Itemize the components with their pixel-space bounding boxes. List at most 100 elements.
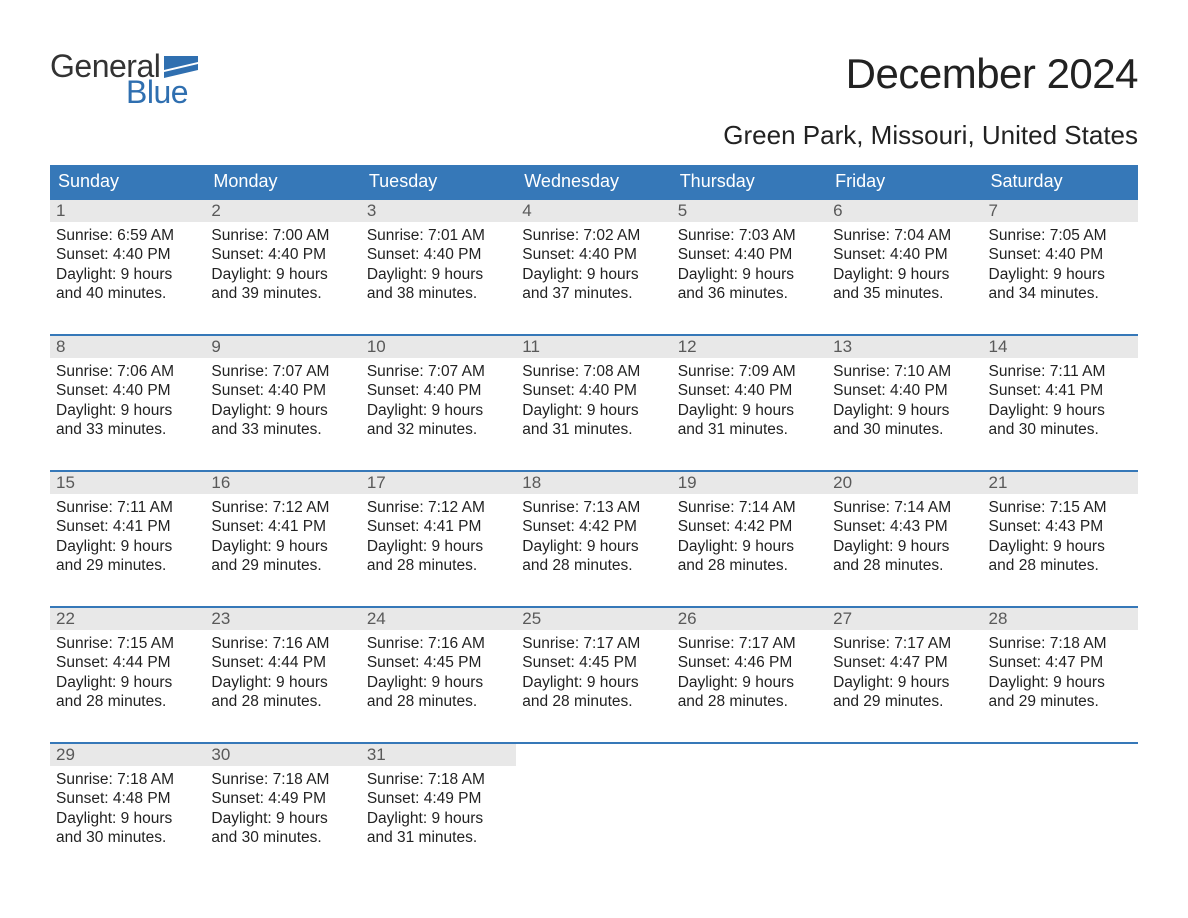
day-cell: 20Sunrise: 7:14 AMSunset: 4:43 PMDayligh… <box>827 472 982 584</box>
day-sunrise: Sunrise: 7:18 AM <box>989 634 1132 653</box>
day-dl2: and 31 minutes. <box>678 420 821 439</box>
day-dl1: Daylight: 9 hours <box>678 673 821 692</box>
day-number: 13 <box>827 336 982 358</box>
day-number: 8 <box>50 336 205 358</box>
day-dl2: and 28 minutes. <box>522 556 665 575</box>
day-dl1: Daylight: 9 hours <box>678 265 821 284</box>
day-cell <box>516 744 671 856</box>
day-cell <box>827 744 982 856</box>
day-dl1: Daylight: 9 hours <box>833 265 976 284</box>
day-sunset: Sunset: 4:41 PM <box>367 517 510 536</box>
day-sunset: Sunset: 4:40 PM <box>367 245 510 264</box>
day-cell: 18Sunrise: 7:13 AMSunset: 4:42 PMDayligh… <box>516 472 671 584</box>
day-number: 10 <box>361 336 516 358</box>
day-body: Sunrise: 7:03 AMSunset: 4:40 PMDaylight:… <box>672 222 827 306</box>
day-dl1: Daylight: 9 hours <box>522 265 665 284</box>
weekday-header: Friday <box>827 165 982 198</box>
week-row: 29Sunrise: 7:18 AMSunset: 4:48 PMDayligh… <box>50 742 1138 856</box>
topbar: General Blue December 2024 <box>50 50 1138 108</box>
day-body: Sunrise: 7:16 AMSunset: 4:44 PMDaylight:… <box>205 630 360 714</box>
day-dl2: and 31 minutes. <box>367 828 510 847</box>
day-cell: 12Sunrise: 7:09 AMSunset: 4:40 PMDayligh… <box>672 336 827 448</box>
day-dl1: Daylight: 9 hours <box>56 537 199 556</box>
day-cell: 21Sunrise: 7:15 AMSunset: 4:43 PMDayligh… <box>983 472 1138 584</box>
day-number: 5 <box>672 200 827 222</box>
day-sunset: Sunset: 4:47 PM <box>989 653 1132 672</box>
day-sunset: Sunset: 4:40 PM <box>56 245 199 264</box>
weekday-header: Monday <box>205 165 360 198</box>
day-number: 16 <box>205 472 360 494</box>
day-cell: 4Sunrise: 7:02 AMSunset: 4:40 PMDaylight… <box>516 200 671 312</box>
day-dl1: Daylight: 9 hours <box>989 673 1132 692</box>
day-sunrise: Sunrise: 6:59 AM <box>56 226 199 245</box>
day-sunset: Sunset: 4:45 PM <box>522 653 665 672</box>
day-dl1: Daylight: 9 hours <box>522 537 665 556</box>
day-dl1: Daylight: 9 hours <box>522 401 665 420</box>
day-body: Sunrise: 7:04 AMSunset: 4:40 PMDaylight:… <box>827 222 982 306</box>
day-dl1: Daylight: 9 hours <box>989 537 1132 556</box>
day-cell: 25Sunrise: 7:17 AMSunset: 4:45 PMDayligh… <box>516 608 671 720</box>
day-cell: 7Sunrise: 7:05 AMSunset: 4:40 PMDaylight… <box>983 200 1138 312</box>
day-body: Sunrise: 7:12 AMSunset: 4:41 PMDaylight:… <box>205 494 360 578</box>
day-number: 17 <box>361 472 516 494</box>
week-row: 8Sunrise: 7:06 AMSunset: 4:40 PMDaylight… <box>50 334 1138 448</box>
day-cell: 31Sunrise: 7:18 AMSunset: 4:49 PMDayligh… <box>361 744 516 856</box>
day-sunset: Sunset: 4:40 PM <box>522 245 665 264</box>
day-dl2: and 30 minutes. <box>833 420 976 439</box>
day-dl1: Daylight: 9 hours <box>989 401 1132 420</box>
day-number: 1 <box>50 200 205 222</box>
day-body: Sunrise: 7:17 AMSunset: 4:45 PMDaylight:… <box>516 630 671 714</box>
day-sunrise: Sunrise: 7:11 AM <box>989 362 1132 381</box>
day-body: Sunrise: 7:15 AMSunset: 4:44 PMDaylight:… <box>50 630 205 714</box>
day-sunset: Sunset: 4:48 PM <box>56 789 199 808</box>
day-number: 22 <box>50 608 205 630</box>
day-sunset: Sunset: 4:42 PM <box>522 517 665 536</box>
day-sunrise: Sunrise: 7:18 AM <box>367 770 510 789</box>
day-sunset: Sunset: 4:44 PM <box>211 653 354 672</box>
day-sunset: Sunset: 4:49 PM <box>367 789 510 808</box>
day-dl2: and 30 minutes. <box>989 420 1132 439</box>
day-body: Sunrise: 7:13 AMSunset: 4:42 PMDaylight:… <box>516 494 671 578</box>
day-cell: 17Sunrise: 7:12 AMSunset: 4:41 PMDayligh… <box>361 472 516 584</box>
day-body: Sunrise: 7:08 AMSunset: 4:40 PMDaylight:… <box>516 358 671 442</box>
day-body: Sunrise: 7:17 AMSunset: 4:47 PMDaylight:… <box>827 630 982 714</box>
day-sunset: Sunset: 4:43 PM <box>989 517 1132 536</box>
day-number <box>983 744 1138 746</box>
day-sunset: Sunset: 4:40 PM <box>678 245 821 264</box>
day-dl2: and 29 minutes. <box>56 556 199 575</box>
day-dl1: Daylight: 9 hours <box>522 673 665 692</box>
day-dl2: and 28 minutes. <box>833 556 976 575</box>
day-number: 30 <box>205 744 360 766</box>
day-cell: 27Sunrise: 7:17 AMSunset: 4:47 PMDayligh… <box>827 608 982 720</box>
day-sunset: Sunset: 4:44 PM <box>56 653 199 672</box>
day-body: Sunrise: 7:06 AMSunset: 4:40 PMDaylight:… <box>50 358 205 442</box>
day-dl2: and 30 minutes. <box>211 828 354 847</box>
day-dl2: and 33 minutes. <box>211 420 354 439</box>
day-sunrise: Sunrise: 7:17 AM <box>522 634 665 653</box>
day-dl2: and 34 minutes. <box>989 284 1132 303</box>
day-sunrise: Sunrise: 7:07 AM <box>367 362 510 381</box>
day-cell: 11Sunrise: 7:08 AMSunset: 4:40 PMDayligh… <box>516 336 671 448</box>
day-cell: 19Sunrise: 7:14 AMSunset: 4:42 PMDayligh… <box>672 472 827 584</box>
day-sunrise: Sunrise: 7:04 AM <box>833 226 976 245</box>
day-dl1: Daylight: 9 hours <box>989 265 1132 284</box>
month-title: December 2024 <box>846 50 1138 98</box>
day-cell <box>983 744 1138 856</box>
day-dl2: and 37 minutes. <box>522 284 665 303</box>
day-number <box>672 744 827 746</box>
day-sunset: Sunset: 4:40 PM <box>678 381 821 400</box>
day-sunset: Sunset: 4:40 PM <box>367 381 510 400</box>
day-dl2: and 36 minutes. <box>678 284 821 303</box>
day-body: Sunrise: 7:16 AMSunset: 4:45 PMDaylight:… <box>361 630 516 714</box>
day-sunrise: Sunrise: 7:17 AM <box>678 634 821 653</box>
day-dl1: Daylight: 9 hours <box>211 809 354 828</box>
day-number: 4 <box>516 200 671 222</box>
week-row: 22Sunrise: 7:15 AMSunset: 4:44 PMDayligh… <box>50 606 1138 720</box>
day-dl1: Daylight: 9 hours <box>211 673 354 692</box>
week-row: 1Sunrise: 6:59 AMSunset: 4:40 PMDaylight… <box>50 198 1138 312</box>
day-sunset: Sunset: 4:40 PM <box>211 381 354 400</box>
day-dl1: Daylight: 9 hours <box>56 673 199 692</box>
day-dl1: Daylight: 9 hours <box>678 537 821 556</box>
day-body: Sunrise: 7:11 AMSunset: 4:41 PMDaylight:… <box>983 358 1138 442</box>
day-cell: 22Sunrise: 7:15 AMSunset: 4:44 PMDayligh… <box>50 608 205 720</box>
